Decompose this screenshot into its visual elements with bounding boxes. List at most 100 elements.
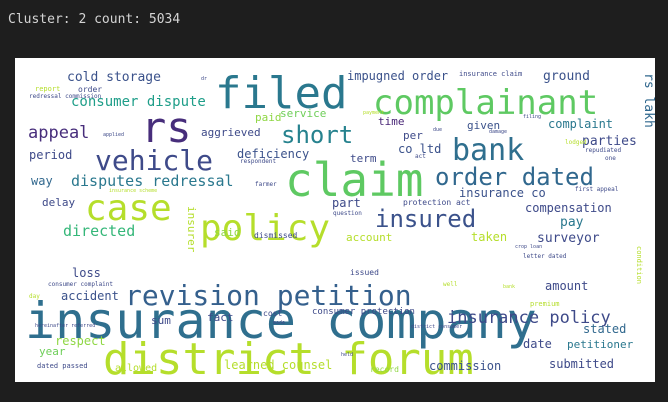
word-insurance-policy-14: insurance policy <box>447 308 611 328</box>
word-day-94: day <box>29 293 40 300</box>
word-dismissed-64: dismissed <box>254 231 298 240</box>
word-disputes-redressal-17: disputes redressal <box>71 172 234 190</box>
word-damage-86: damage <box>489 129 507 135</box>
word-bank-97: bank <box>503 284 515 290</box>
word-case-7: case <box>85 188 172 229</box>
word-co-ltd-32: co ltd <box>398 142 441 156</box>
word-act-87: act <box>415 153 426 160</box>
word-account-43: account <box>346 231 392 244</box>
word-district-forum-1: district forum <box>103 334 474 382</box>
word-rs-lakh-30: rs lakh <box>641 73 655 128</box>
word-respect-54: respect <box>55 334 106 348</box>
word-impugned-order-20: impugned order <box>347 69 448 83</box>
word-compensation-37: compensation <box>525 201 612 215</box>
word-parties-31: parties <box>582 134 637 149</box>
word-service-25: service <box>280 107 326 120</box>
word-allowed-59: allowed <box>115 363 157 374</box>
word-made-90: made <box>273 320 285 326</box>
word-sum-48: sum <box>151 314 171 327</box>
word-petitioner-52: petitioner <box>567 338 634 351</box>
word-order-dated-11: order dated <box>435 163 594 191</box>
word-given-27: given <box>467 119 500 132</box>
word-held-91: held <box>341 352 353 358</box>
word-issued-61: issued <box>350 268 379 277</box>
word-delay-41: delay <box>42 196 75 209</box>
word-protection-act-66: protection act <box>403 198 471 207</box>
word-well-89: well <box>443 281 458 288</box>
word-paid-24: paid <box>255 111 282 124</box>
word-dr-96: dr <box>201 76 207 82</box>
word-ground-21: ground <box>543 69 590 84</box>
word-payment-83: payment <box>363 110 384 116</box>
word-insurance-claim-72: insurance claim <box>459 70 522 78</box>
word-appeal-16: appeal <box>28 123 89 143</box>
word-fact-49: fact <box>207 311 234 324</box>
word-date-51: date <box>523 337 552 351</box>
word-district-consumer-92: district consumer <box>411 324 462 330</box>
word-respondent-67: respondent <box>240 158 277 165</box>
word-condition-76: condition <box>635 246 643 284</box>
word-submitted-58: submitted <box>549 357 614 371</box>
word-deficiency-23: deficiency <box>237 147 309 161</box>
word-insurance-scheme-81: insurance scheme <box>109 188 157 194</box>
word-applied-95: applied <box>103 132 124 138</box>
word-cold-storage-19: cold storage <box>67 70 161 85</box>
word-redressal-commission-71: redressal commission <box>29 93 102 100</box>
word-insurer-65: insurer <box>185 206 198 253</box>
word-order-69: order <box>78 85 102 94</box>
word-lodged-73: lodged <box>565 139 587 146</box>
word-amount-45: amount <box>545 279 588 293</box>
word-term-33: term <box>350 152 377 165</box>
word-period-34: period <box>29 148 72 162</box>
word-first-appeal-68: first appeal <box>575 186 619 193</box>
word-said-42: said <box>214 226 241 239</box>
word-record-63: record <box>370 365 399 374</box>
word-letter-dated-79: letter dated <box>523 253 567 260</box>
word-claim-2: claim <box>285 153 423 207</box>
word-consumer-complaint-80: consumer complaint <box>48 281 113 288</box>
word-short-13: short <box>281 121 353 149</box>
word-bank-10: bank <box>452 133 524 168</box>
word-year-55: year <box>39 345 66 358</box>
word-revision-petition-8: revision petition <box>125 279 412 312</box>
word-crop-loan-88: crop loan <box>515 244 542 250</box>
word-time-26: time <box>378 115 405 128</box>
word-question-78: question <box>333 210 362 217</box>
word-per-28: per <box>403 129 423 142</box>
word-consumer-protection-50: consumer protection <box>312 307 415 317</box>
word-policy-6: policy <box>200 208 330 249</box>
word-cost-62: cost <box>263 309 282 318</box>
word-learned-counsel-56: learned counsel <box>224 358 332 372</box>
word-insured-12: insured <box>375 205 476 233</box>
word-due-84: due <box>433 127 442 133</box>
word-filing-85: filing <box>523 114 541 120</box>
word-insurance-company-0: insurance company <box>25 292 537 350</box>
word-dated-passed-60: dated passed <box>37 362 88 370</box>
wordcloud-image: insurance company district forum claim comp… <box>15 58 655 382</box>
word-filed-4: filed <box>215 68 347 119</box>
word-taken-44: taken <box>471 230 507 244</box>
word-aggrieved-22: aggrieved <box>201 126 261 139</box>
word-stated-53: stated <box>583 322 626 336</box>
word-farmer-82: farmer <box>255 181 277 188</box>
word-directed-18: directed <box>63 222 135 240</box>
word-part-38: part <box>332 196 361 210</box>
word-pay-39: pay <box>560 215 584 230</box>
word-report-70: report <box>35 85 60 93</box>
word-complaint-29: complaint <box>548 117 613 131</box>
word-complainant-3: complainant <box>373 83 598 123</box>
word-insurance-co-36: insurance co <box>459 186 546 200</box>
word-vehicle-9: vehicle <box>95 144 213 177</box>
word-rs-5: rs <box>141 103 192 152</box>
word-consumer-dispute-15: consumer dispute <box>71 94 206 110</box>
word-loss-46: loss <box>72 266 101 280</box>
word-accident-47: accident <box>61 289 119 303</box>
word-way-35: way <box>31 174 53 188</box>
cell-output-text: Cluster: 2 count: 5034 <box>8 12 181 27</box>
word-repudiated-74: repudiated <box>585 147 622 154</box>
word-one-75: one <box>605 155 616 162</box>
word-commission-57: commission <box>429 359 501 373</box>
word-hereinafter-referred-93: hereinafter referred <box>35 323 95 329</box>
word-premium-77: premium <box>530 300 560 308</box>
